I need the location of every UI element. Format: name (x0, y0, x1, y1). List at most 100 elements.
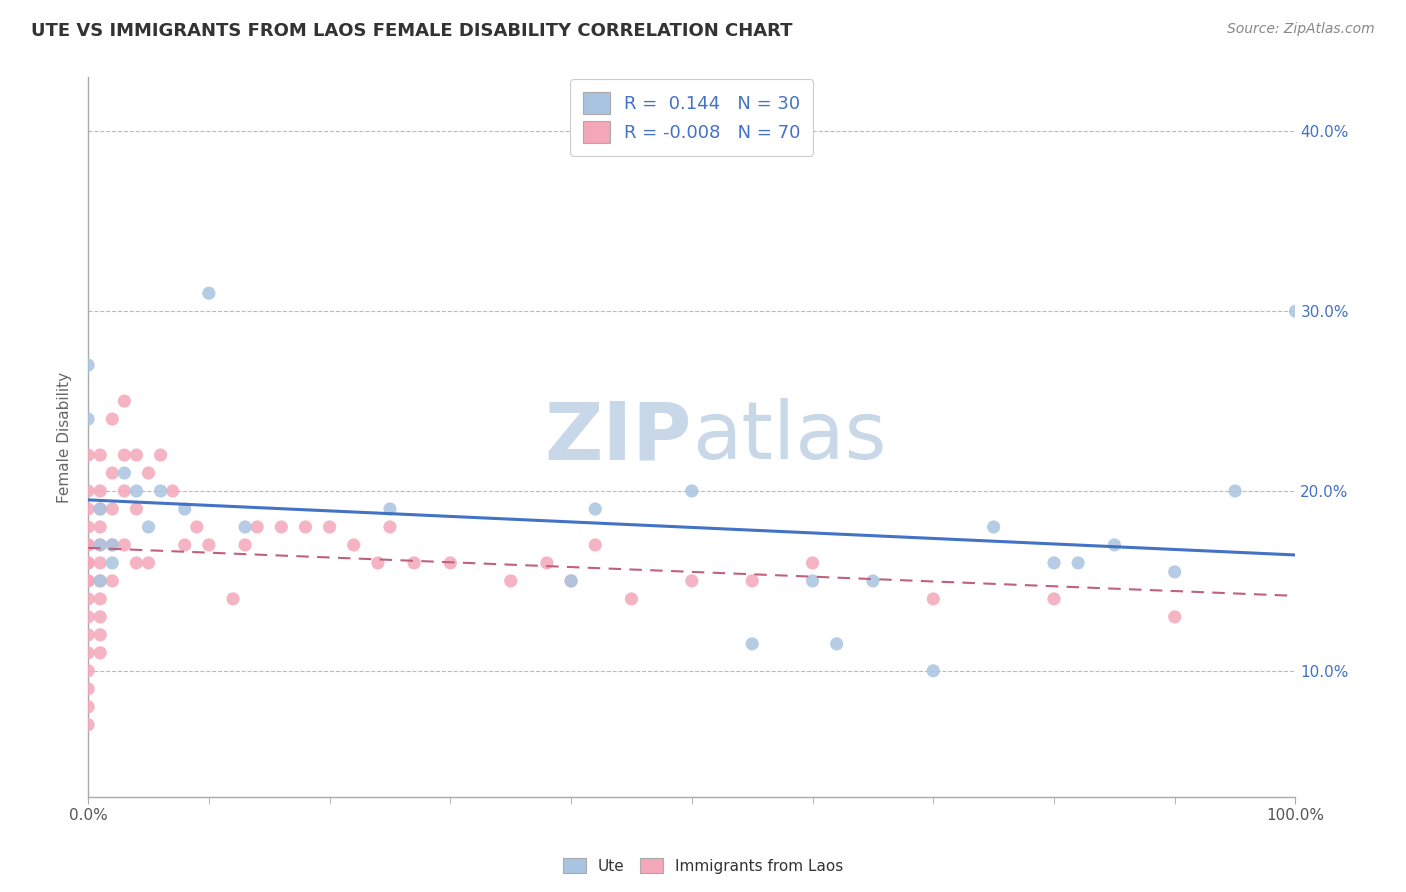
Text: atlas: atlas (692, 398, 886, 476)
Point (343, 538, 366, 552)
Point (77, 538, 100, 552)
Text: UTE VS IMMIGRANTS FROM LAOS FEMALE DISABILITY CORRELATION CHART: UTE VS IMMIGRANTS FROM LAOS FEMALE DISAB… (31, 22, 793, 40)
Point (862, 574, 884, 588)
Point (367, 556, 389, 570)
Point (681, 483, 703, 498)
Point (112, 466, 135, 480)
Point (583, 502, 606, 516)
Point (294, 520, 316, 534)
Point (1067, 556, 1090, 570)
Point (112, 394, 135, 409)
Point (112, 448, 135, 462)
Point (138, 556, 160, 570)
Point (89, 646, 111, 660)
Point (89, 610, 111, 624)
Point (101, 556, 124, 570)
Point (77, 412, 100, 426)
Point (89, 556, 111, 570)
Point (983, 520, 1005, 534)
Point (583, 538, 606, 552)
Point (198, 286, 221, 301)
Point (89, 628, 111, 642)
Point (89, 574, 111, 588)
Point (233, 538, 256, 552)
Point (801, 574, 824, 588)
Point (89, 591, 111, 606)
Point (77, 448, 100, 462)
Point (1284, 304, 1306, 318)
Point (77, 664, 100, 678)
Point (89, 502, 111, 516)
Point (825, 637, 848, 651)
Point (125, 448, 148, 462)
Text: Source: ZipAtlas.com: Source: ZipAtlas.com (1227, 22, 1375, 37)
Point (89, 502, 111, 516)
Point (439, 556, 461, 570)
Point (173, 538, 195, 552)
Point (173, 502, 195, 516)
Point (233, 520, 256, 534)
Point (681, 574, 703, 588)
Point (101, 538, 124, 552)
Point (77, 699, 100, 714)
Point (138, 520, 160, 534)
Point (162, 483, 184, 498)
Point (77, 646, 100, 660)
Point (378, 502, 401, 516)
Point (89, 538, 111, 552)
Point (77, 718, 100, 732)
Point (101, 466, 124, 480)
Point (112, 483, 135, 498)
Point (89, 483, 111, 498)
Point (89, 448, 111, 462)
Point (101, 412, 124, 426)
Point (1164, 565, 1187, 579)
Point (560, 574, 582, 588)
Point (101, 502, 124, 516)
Point (222, 591, 245, 606)
Point (77, 538, 100, 552)
Point (77, 681, 100, 696)
Point (922, 591, 945, 606)
Point (560, 574, 582, 588)
Point (77, 483, 100, 498)
Point (77, 520, 100, 534)
Point (1223, 483, 1246, 498)
Point (186, 520, 208, 534)
Point (741, 574, 763, 588)
Point (198, 538, 221, 552)
Point (1164, 610, 1187, 624)
Point (89, 574, 111, 588)
Point (149, 448, 172, 462)
Point (149, 483, 172, 498)
Point (77, 610, 100, 624)
Point (138, 466, 160, 480)
Point (378, 520, 401, 534)
Legend: R =  0.144   N = 30, R = -0.008   N = 70: R = 0.144 N = 30, R = -0.008 N = 70 (571, 79, 814, 156)
Point (1104, 538, 1126, 552)
Point (77, 502, 100, 516)
Point (536, 556, 558, 570)
Point (318, 520, 340, 534)
Point (112, 538, 135, 552)
Point (77, 358, 100, 372)
Point (125, 556, 148, 570)
Point (89, 538, 111, 552)
Point (1043, 591, 1066, 606)
Point (1043, 556, 1066, 570)
Point (77, 574, 100, 588)
Point (77, 556, 100, 570)
Point (801, 556, 824, 570)
Point (101, 538, 124, 552)
Point (125, 502, 148, 516)
Point (741, 637, 763, 651)
Point (620, 591, 643, 606)
Point (270, 520, 292, 534)
Point (77, 628, 100, 642)
Point (101, 574, 124, 588)
Point (922, 664, 945, 678)
Point (125, 483, 148, 498)
Point (499, 574, 522, 588)
Point (77, 556, 100, 570)
Point (77, 574, 100, 588)
